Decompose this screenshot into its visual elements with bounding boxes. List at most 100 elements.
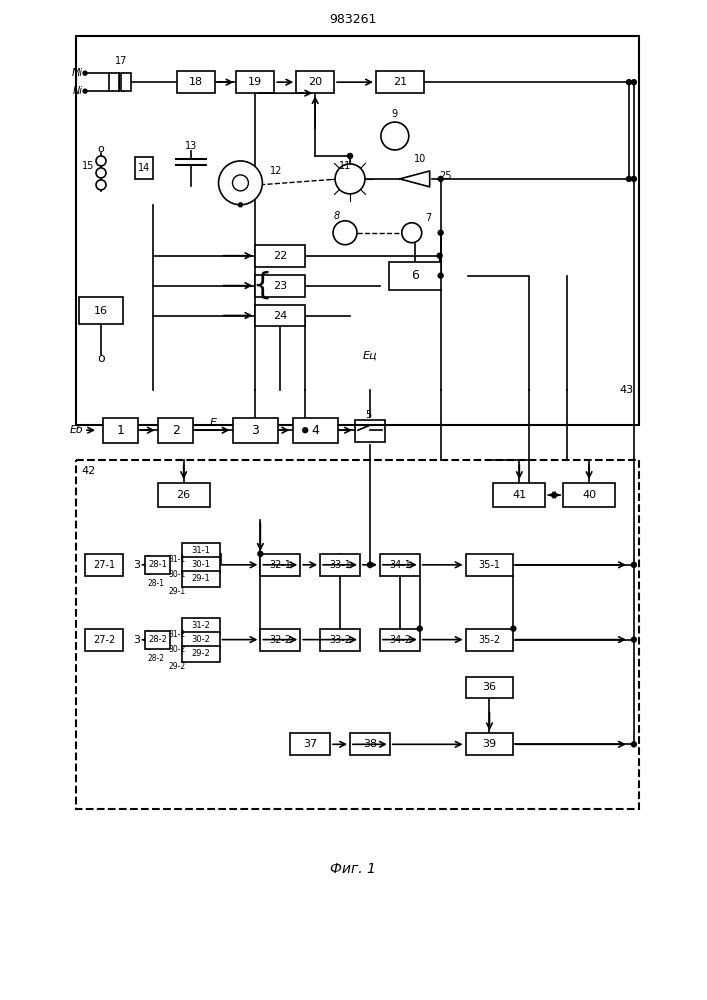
Circle shape	[631, 742, 636, 747]
Text: 29-2: 29-2	[168, 662, 186, 671]
Text: 41: 41	[513, 490, 527, 500]
Text: 15: 15	[81, 161, 94, 171]
Text: 42: 42	[81, 466, 95, 476]
Bar	[465, 554, 513, 576]
Bar	[255, 245, 305, 267]
Text: 3: 3	[133, 560, 140, 570]
Bar	[78, 297, 124, 324]
Circle shape	[218, 161, 262, 205]
Circle shape	[333, 221, 357, 245]
Bar	[177, 71, 214, 93]
Circle shape	[631, 80, 636, 85]
Text: o: o	[97, 352, 105, 365]
Text: Mi: Mi	[72, 68, 83, 78]
Circle shape	[83, 71, 87, 75]
Bar	[350, 733, 390, 755]
Text: 983261: 983261	[329, 13, 377, 26]
Text: 3: 3	[252, 424, 259, 437]
Bar	[260, 554, 300, 576]
Text: 14: 14	[138, 163, 150, 173]
Circle shape	[368, 562, 373, 567]
Bar	[293, 418, 337, 443]
Text: 22: 22	[273, 251, 288, 261]
Circle shape	[83, 89, 87, 93]
Text: Eб: Eб	[70, 425, 84, 435]
Text: {: {	[252, 271, 272, 300]
Text: 1: 1	[117, 424, 125, 437]
Text: 17: 17	[115, 56, 127, 66]
Text: 27-2: 27-2	[93, 635, 115, 645]
Text: 20: 20	[308, 77, 322, 87]
Text: 30-2: 30-2	[168, 645, 186, 654]
Bar	[182, 557, 220, 573]
Bar	[158, 483, 209, 507]
Text: o: o	[98, 144, 105, 154]
Bar	[109, 73, 119, 91]
Circle shape	[631, 562, 636, 567]
Circle shape	[626, 176, 631, 181]
Text: {: {	[138, 630, 152, 650]
Bar	[182, 543, 220, 559]
Bar	[182, 632, 220, 648]
Text: 5: 5	[365, 410, 371, 420]
Text: 35-1: 35-1	[479, 560, 501, 570]
Bar	[121, 73, 131, 91]
Text: 32-2: 32-2	[269, 635, 291, 645]
Bar	[182, 618, 220, 634]
Text: 32-1: 32-1	[269, 560, 291, 570]
Text: 38: 38	[363, 739, 377, 749]
Circle shape	[631, 176, 636, 181]
Text: 13: 13	[185, 141, 197, 151]
Text: 36: 36	[482, 682, 496, 692]
Circle shape	[258, 551, 263, 556]
Text: 34-1: 34-1	[389, 560, 411, 570]
Text: 28-2: 28-2	[147, 654, 164, 663]
Text: 19: 19	[248, 77, 262, 87]
Text: 28-1: 28-1	[147, 579, 164, 588]
Text: 37: 37	[303, 739, 317, 749]
Text: 10: 10	[414, 154, 426, 164]
Bar	[291, 733, 330, 755]
Bar	[320, 629, 360, 651]
Text: 40: 40	[582, 490, 596, 500]
Text: 26: 26	[177, 490, 191, 500]
Circle shape	[438, 176, 443, 181]
Bar	[380, 554, 420, 576]
Circle shape	[303, 428, 308, 433]
Circle shape	[233, 175, 248, 191]
Text: 34-2: 34-2	[389, 635, 411, 645]
Bar	[296, 71, 334, 93]
Bar	[563, 483, 615, 507]
Text: 25: 25	[440, 171, 452, 181]
Text: 33-2: 33-2	[329, 635, 351, 645]
Text: 29-1: 29-1	[168, 587, 186, 596]
Bar	[233, 418, 278, 443]
Circle shape	[417, 626, 422, 631]
Text: 21: 21	[393, 77, 407, 87]
Text: 30-1: 30-1	[191, 560, 210, 569]
Circle shape	[96, 180, 106, 190]
Text: 31-1: 31-1	[168, 555, 186, 564]
Circle shape	[335, 164, 365, 194]
Text: 3: 3	[133, 635, 140, 645]
Text: 30-2: 30-2	[191, 635, 210, 644]
Circle shape	[96, 156, 106, 166]
Text: Eц: Eц	[363, 350, 378, 360]
Text: 11: 11	[339, 161, 351, 171]
Text: 8: 8	[334, 211, 340, 221]
Bar	[135, 157, 153, 179]
Bar	[158, 418, 193, 443]
Text: 30-1: 30-1	[168, 570, 186, 579]
Bar	[493, 483, 545, 507]
Text: 31-1: 31-1	[191, 546, 210, 555]
Circle shape	[402, 223, 422, 243]
Bar	[355, 420, 385, 442]
Bar	[85, 554, 123, 576]
Text: 7: 7	[425, 213, 431, 223]
Text: 16: 16	[94, 306, 108, 316]
Text: 33-1: 33-1	[329, 560, 351, 570]
Text: 28-2: 28-2	[148, 635, 168, 644]
Circle shape	[438, 230, 443, 235]
Text: 24: 24	[273, 311, 288, 321]
Text: 9: 9	[392, 109, 398, 119]
